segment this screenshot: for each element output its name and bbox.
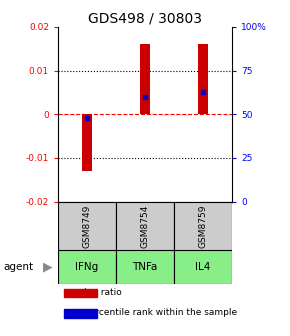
- Bar: [82, 114, 92, 171]
- Text: IFNg: IFNg: [75, 262, 99, 272]
- Text: GSM8754: GSM8754: [140, 204, 150, 248]
- Text: ▶: ▶: [43, 261, 53, 274]
- Bar: [58, 250, 116, 284]
- Text: IL4: IL4: [195, 262, 211, 272]
- Bar: [116, 202, 174, 250]
- Bar: [58, 202, 116, 250]
- Text: agent: agent: [3, 262, 33, 272]
- Text: log ratio: log ratio: [84, 288, 122, 297]
- Bar: [174, 202, 232, 250]
- Bar: [198, 44, 208, 114]
- Bar: [174, 250, 232, 284]
- Text: GSM8749: GSM8749: [82, 204, 92, 248]
- Text: GSM8759: GSM8759: [198, 204, 208, 248]
- Text: percentile rank within the sample: percentile rank within the sample: [84, 308, 237, 317]
- Bar: [140, 44, 150, 114]
- Title: GDS498 / 30803: GDS498 / 30803: [88, 12, 202, 26]
- Text: TNFa: TNFa: [132, 262, 158, 272]
- Bar: [116, 250, 174, 284]
